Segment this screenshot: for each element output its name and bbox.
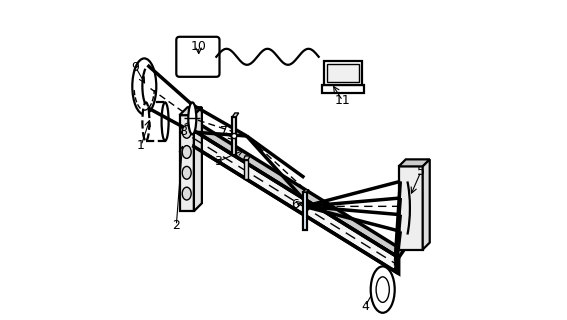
Ellipse shape bbox=[132, 59, 156, 115]
Text: 6: 6 bbox=[291, 198, 299, 211]
Text: 8: 8 bbox=[179, 125, 187, 138]
Text: 5: 5 bbox=[417, 165, 425, 178]
Text: 9: 9 bbox=[132, 61, 139, 74]
Bar bbox=[146, 102, 165, 141]
Text: 2: 2 bbox=[172, 219, 180, 232]
Polygon shape bbox=[399, 166, 423, 250]
Ellipse shape bbox=[182, 146, 191, 158]
Ellipse shape bbox=[182, 166, 191, 179]
Polygon shape bbox=[303, 192, 307, 230]
Text: 7: 7 bbox=[221, 125, 229, 138]
Ellipse shape bbox=[162, 102, 168, 141]
Text: 11: 11 bbox=[335, 94, 350, 107]
Polygon shape bbox=[180, 115, 194, 211]
Circle shape bbox=[232, 133, 237, 139]
Polygon shape bbox=[192, 123, 404, 258]
Text: 10: 10 bbox=[191, 40, 206, 53]
Polygon shape bbox=[327, 64, 359, 82]
Polygon shape bbox=[232, 117, 236, 155]
Polygon shape bbox=[324, 61, 362, 85]
Ellipse shape bbox=[188, 102, 196, 134]
Polygon shape bbox=[322, 85, 363, 93]
Polygon shape bbox=[180, 107, 202, 115]
Polygon shape bbox=[423, 159, 430, 250]
Polygon shape bbox=[192, 130, 399, 274]
Polygon shape bbox=[194, 107, 202, 211]
Polygon shape bbox=[399, 159, 430, 166]
Polygon shape bbox=[243, 156, 250, 160]
Text: 1: 1 bbox=[137, 139, 145, 152]
FancyBboxPatch shape bbox=[176, 37, 219, 77]
Text: 4: 4 bbox=[361, 300, 369, 313]
Ellipse shape bbox=[182, 125, 191, 138]
Ellipse shape bbox=[182, 187, 191, 200]
Polygon shape bbox=[243, 160, 248, 179]
Polygon shape bbox=[303, 190, 309, 192]
Ellipse shape bbox=[371, 266, 395, 313]
Ellipse shape bbox=[376, 277, 390, 302]
Polygon shape bbox=[232, 113, 239, 117]
Ellipse shape bbox=[142, 102, 150, 141]
Text: 3: 3 bbox=[214, 155, 222, 168]
